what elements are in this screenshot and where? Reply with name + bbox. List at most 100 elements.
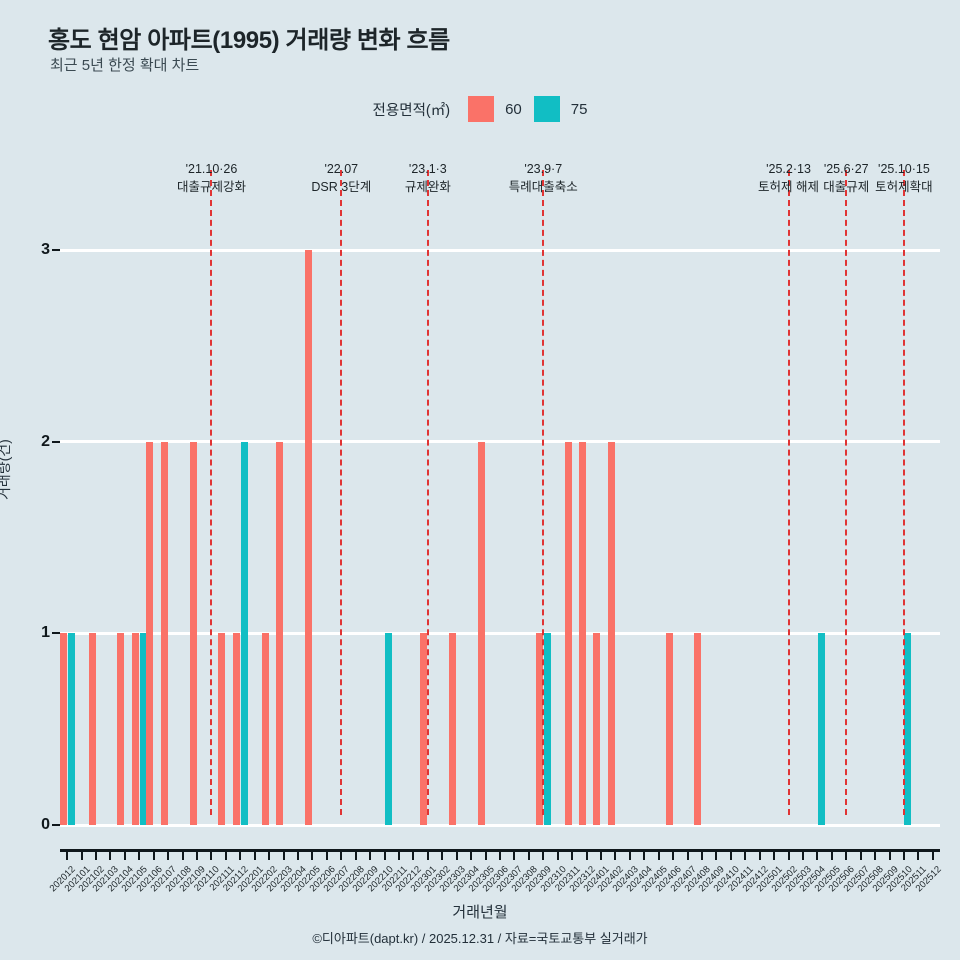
x-tick-mark [268, 849, 271, 860]
x-tick-mark [311, 849, 314, 860]
bar[interactable] [67, 633, 75, 825]
x-tick-mark [152, 849, 155, 860]
bar[interactable] [232, 633, 240, 825]
x-tick-mark [773, 849, 776, 860]
x-tick-mark [801, 849, 804, 860]
bar[interactable] [261, 633, 269, 825]
x-tick-mark [657, 849, 660, 860]
footer-credit: ©디아파트(dapt.kr) / 2025.12.31 / 자료=국토교통부 실… [312, 931, 648, 946]
bar[interactable] [904, 633, 912, 825]
page-subtitle: 최근 5년 한정 확대 차트 [50, 57, 200, 74]
legend-swatch-75 [533, 96, 560, 122]
x-tick-mark [845, 849, 848, 860]
x-tick-mark [369, 849, 372, 860]
bar[interactable] [593, 633, 601, 825]
event-date: '25.6·27 [823, 162, 869, 176]
x-tick-mark [830, 849, 833, 860]
bar[interactable] [607, 441, 615, 825]
x-tick-mark [181, 849, 184, 860]
legend-item-60[interactable]: 60 [468, 96, 522, 122]
bar[interactable] [817, 633, 825, 825]
x-tick-mark [859, 849, 862, 860]
legend-item-75[interactable]: 75 [533, 96, 588, 122]
event-line-0 [210, 170, 213, 815]
bar[interactable] [189, 441, 197, 825]
x-tick-mark [729, 849, 732, 860]
x-tick-mark [758, 849, 761, 860]
bar[interactable] [240, 441, 248, 825]
bar[interactable] [146, 441, 154, 825]
x-tick-mark [196, 849, 199, 860]
y-tick-mark-3 [52, 249, 60, 252]
x-tick-mark [599, 849, 602, 860]
y-tick-mark-2 [52, 440, 60, 443]
x-tick-mark [484, 849, 487, 860]
page-title: 홍도 현암 아파트(1995) 거래량 변화 흐름 [48, 27, 450, 54]
x-tick-mark [686, 849, 689, 860]
x-tick-mark [297, 849, 300, 860]
bar[interactable] [131, 633, 139, 825]
x-tick-mark [672, 849, 675, 860]
event-name: 대출규제강화 [176, 180, 246, 195]
event-line-6 [902, 170, 905, 815]
event-line-5 [845, 170, 848, 815]
event-date: '21.10·26 [185, 162, 238, 176]
gridline-y-1 [60, 631, 940, 635]
x-tick-mark [109, 849, 112, 860]
x-tick-mark [224, 849, 227, 860]
x-axis-title: 거래년월 [452, 904, 508, 921]
x-tick-mark [715, 849, 718, 860]
x-tick-mark [917, 849, 920, 860]
x-tick-mark [282, 849, 285, 860]
event-label-4: '25.2·13 토허제 해제 [758, 160, 819, 196]
bar[interactable] [385, 633, 393, 825]
x-tick-mark [556, 849, 559, 860]
x-tick-mark [95, 849, 98, 860]
x-tick-mark [902, 849, 905, 860]
x-tick-mark [816, 849, 819, 860]
x-tick-mark [340, 849, 343, 860]
bar[interactable] [218, 633, 226, 825]
gridline-y-2 [60, 440, 940, 444]
bar[interactable] [535, 633, 543, 825]
y-tick-label-0: 0 [41, 816, 50, 833]
event-label-0: '21.10·26 대출규제강화 [177, 160, 246, 196]
x-tick-mark [412, 849, 415, 860]
event-name: 토허제 해제 [758, 180, 820, 195]
bar[interactable] [160, 441, 168, 825]
x-tick-mark [253, 849, 256, 860]
x-tick-mark [571, 849, 574, 860]
bar[interactable] [59, 633, 67, 825]
bar[interactable] [694, 633, 702, 825]
chart-legend: 전용면적(㎡) 60 75 [0, 96, 960, 122]
gridline-y-0 [60, 823, 940, 827]
bar[interactable] [478, 441, 486, 825]
x-tick-mark [354, 849, 357, 860]
legend-label-75: 75 [570, 100, 588, 118]
bar[interactable] [304, 250, 312, 825]
x-tick-mark [123, 849, 126, 860]
bar[interactable] [564, 441, 572, 825]
event-date: '25.2·13 [766, 162, 811, 176]
legend-label-60: 60 [505, 100, 522, 118]
x-tick-mark [628, 849, 631, 860]
bar[interactable] [579, 441, 587, 825]
bar[interactable] [543, 633, 551, 825]
event-label-6: '25.10·15 토허제확대 [875, 160, 933, 196]
bar[interactable] [665, 633, 673, 825]
y-tick-label-1: 1 [41, 624, 50, 642]
x-tick-mark [383, 849, 386, 860]
x-tick-mark [643, 849, 646, 860]
x-tick-mark [931, 849, 934, 860]
x-tick-mark [325, 849, 328, 860]
bar[interactable] [139, 633, 147, 825]
x-tick-mark [66, 849, 69, 860]
gridline-y-3 [60, 248, 940, 252]
bar[interactable] [117, 633, 125, 825]
bar[interactable] [420, 633, 428, 825]
event-date: '23.1·3 [408, 162, 447, 176]
bar[interactable] [449, 633, 457, 825]
bar[interactable] [276, 441, 284, 825]
bar[interactable] [88, 633, 96, 825]
x-tick-mark [470, 849, 473, 860]
